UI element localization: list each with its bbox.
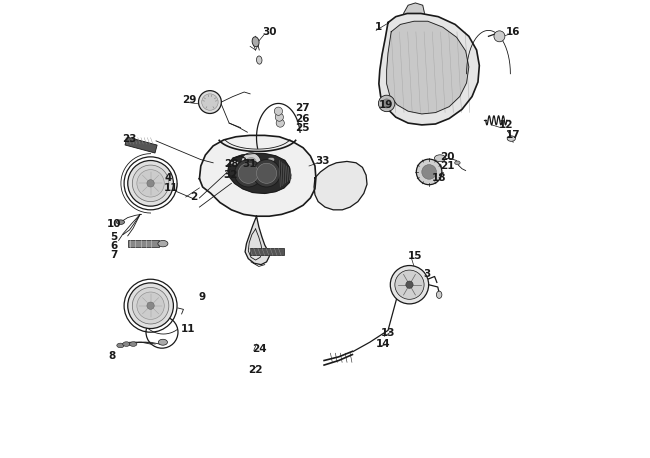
Text: 28: 28 — [224, 159, 238, 169]
Ellipse shape — [455, 161, 460, 164]
Text: 14: 14 — [376, 339, 391, 349]
Text: 6: 6 — [111, 241, 118, 251]
Text: 12: 12 — [499, 120, 513, 130]
Text: 8: 8 — [108, 351, 115, 361]
Text: 4: 4 — [164, 173, 172, 183]
Text: 33: 33 — [315, 157, 330, 166]
Text: 11: 11 — [164, 183, 179, 193]
Polygon shape — [387, 21, 469, 114]
Polygon shape — [228, 154, 291, 193]
Ellipse shape — [123, 342, 130, 346]
Circle shape — [422, 164, 436, 179]
Bar — [128, 240, 159, 247]
Text: 2: 2 — [190, 192, 198, 202]
Text: 26: 26 — [295, 114, 310, 124]
Text: 17: 17 — [505, 131, 520, 141]
Ellipse shape — [116, 220, 125, 224]
Circle shape — [257, 163, 277, 183]
Circle shape — [253, 159, 280, 187]
Text: 1: 1 — [374, 22, 382, 32]
Circle shape — [276, 119, 284, 127]
Circle shape — [406, 281, 413, 289]
Bar — [250, 248, 284, 256]
Ellipse shape — [436, 291, 442, 299]
Ellipse shape — [434, 155, 446, 162]
Circle shape — [147, 180, 154, 187]
Circle shape — [137, 292, 164, 319]
Text: 30: 30 — [262, 27, 276, 37]
Text: 23: 23 — [122, 134, 136, 144]
Text: 3: 3 — [423, 269, 430, 279]
Circle shape — [378, 95, 395, 112]
Text: 7: 7 — [111, 251, 118, 261]
Text: 16: 16 — [505, 27, 520, 37]
Circle shape — [275, 113, 283, 121]
Polygon shape — [200, 136, 316, 216]
Ellipse shape — [267, 157, 275, 162]
Circle shape — [241, 153, 261, 173]
Circle shape — [198, 91, 222, 114]
Circle shape — [274, 107, 283, 115]
Ellipse shape — [252, 37, 259, 47]
Text: 24: 24 — [252, 344, 266, 354]
Text: 18: 18 — [432, 173, 447, 183]
Text: 22: 22 — [248, 365, 263, 375]
Text: 27: 27 — [295, 103, 310, 113]
Ellipse shape — [507, 136, 515, 142]
Text: 11: 11 — [181, 323, 196, 333]
Polygon shape — [379, 13, 479, 125]
Circle shape — [124, 279, 177, 332]
Text: 31: 31 — [243, 159, 257, 169]
Ellipse shape — [129, 342, 137, 346]
Circle shape — [128, 283, 174, 328]
Polygon shape — [404, 3, 424, 13]
Circle shape — [235, 159, 262, 187]
Text: 5: 5 — [111, 232, 118, 242]
Circle shape — [124, 157, 177, 210]
Ellipse shape — [159, 339, 168, 345]
Circle shape — [395, 270, 424, 300]
Text: 19: 19 — [379, 100, 393, 110]
Circle shape — [133, 165, 169, 202]
Bar — [125, 137, 157, 153]
Text: 32: 32 — [224, 170, 238, 180]
Polygon shape — [314, 161, 367, 210]
Text: 13: 13 — [381, 328, 395, 338]
Ellipse shape — [257, 56, 262, 64]
Circle shape — [416, 159, 442, 185]
Circle shape — [202, 94, 218, 110]
Ellipse shape — [158, 240, 168, 247]
Circle shape — [239, 163, 258, 183]
Text: 29: 29 — [183, 95, 197, 105]
Circle shape — [133, 288, 169, 324]
Circle shape — [137, 169, 164, 197]
Text: 9: 9 — [198, 292, 205, 301]
Circle shape — [147, 302, 154, 309]
Text: 15: 15 — [408, 251, 422, 262]
Text: 25: 25 — [295, 123, 310, 133]
Polygon shape — [245, 216, 269, 265]
Circle shape — [382, 99, 391, 108]
Text: 21: 21 — [440, 161, 454, 171]
Circle shape — [494, 31, 505, 42]
Ellipse shape — [117, 343, 124, 348]
Ellipse shape — [231, 160, 239, 165]
Circle shape — [128, 160, 174, 206]
Circle shape — [246, 157, 257, 168]
Text: 20: 20 — [440, 152, 454, 162]
Text: 10: 10 — [107, 218, 122, 229]
Circle shape — [390, 266, 428, 304]
